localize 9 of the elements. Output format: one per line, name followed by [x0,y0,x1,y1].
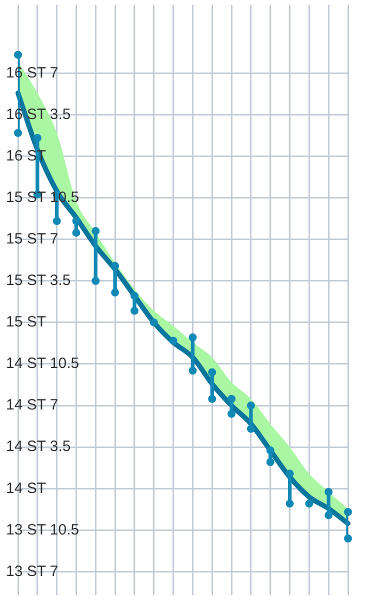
y-tick-label: 13 ST 10.5 [6,521,80,538]
y-tick-label: 15 ST 7 [6,230,58,248]
y-tick-label: 14 ST [6,480,46,497]
y-tick-label: 14 ST 7 [6,396,58,414]
y-tick-label: 14 ST 10.5 [6,355,80,372]
y-tick-label: 15 ST [6,314,46,331]
y-tick-label: 13 ST 7 [6,562,58,580]
y-tick-label: 14 ST 3.5 [6,438,71,456]
y-tick-label: 15 ST 3.5 [6,272,71,290]
